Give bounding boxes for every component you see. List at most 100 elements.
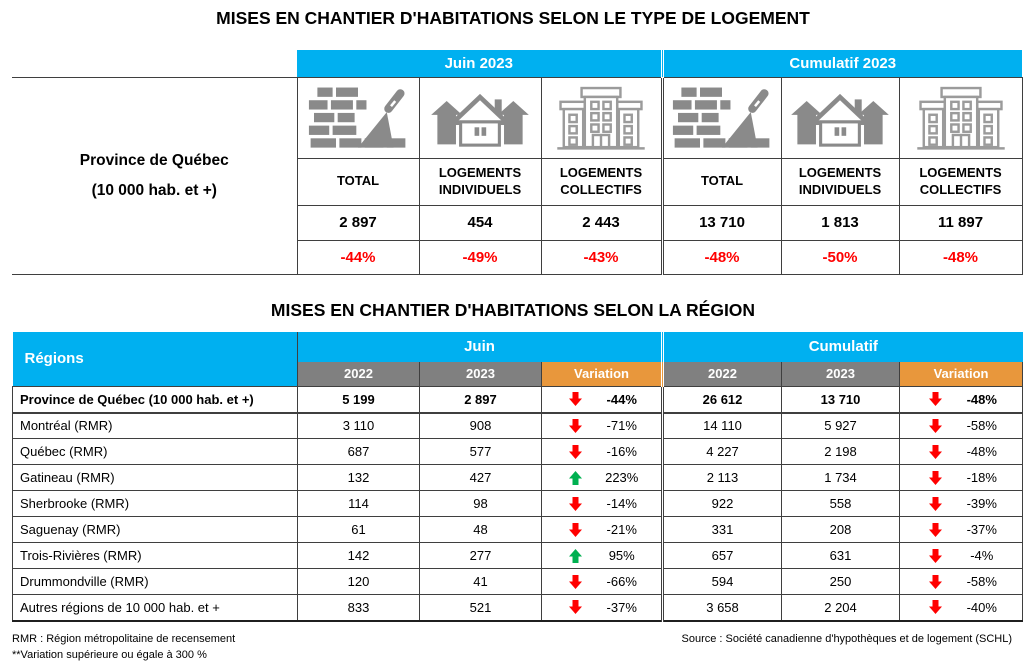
juin-variation-cell: 95%: [540, 542, 664, 569]
cum-variation-cell: -40%: [899, 594, 1024, 622]
variation: -21%: [542, 517, 661, 542]
subheader-cum-2023: 2023: [781, 361, 901, 387]
region-name: Trois-Rivières (RMR): [12, 542, 298, 569]
trend-down-arrow-icon: [569, 444, 583, 459]
footnote-variation: **Variation supérieure ou égale à 300 %: [12, 648, 207, 661]
variation-value: -71%: [606, 418, 637, 434]
juin-variation-cell: -66%: [540, 568, 664, 595]
group-header-juin-2023: Juin 2023: [297, 50, 663, 77]
juin-variation-cell: -21%: [540, 516, 664, 543]
cum-2023-value: 558: [781, 490, 901, 517]
cum-2022-value: 657: [661, 542, 783, 569]
region-row: Drummondville (RMR) 120 41 -66% 594 250 …: [12, 568, 1024, 595]
cum-variation-cell: -58%: [899, 412, 1024, 439]
juin-variation-cell: 223%: [540, 464, 664, 491]
variation-value: -58%: [966, 574, 997, 589]
variation-value: -39%: [966, 496, 997, 511]
juin-2022-value: 5 199: [297, 386, 420, 414]
juin-variation-cell: -37%: [540, 594, 664, 622]
housing-starts-by-type-table: Juin 2023 Cumulatif 2023 Province de Qué…: [12, 50, 1023, 275]
province-label-line2: (10 000 hab. et +): [91, 181, 217, 199]
variation: -16%: [542, 439, 661, 464]
juin-2022-value: 687: [297, 438, 420, 465]
cum-variation-cell: -18%: [899, 464, 1024, 491]
variation: -44%: [542, 387, 661, 412]
cum-2023-value: 5 927: [781, 412, 901, 439]
variation-value: -50%: [780, 239, 900, 275]
variation-value: -44%: [296, 239, 420, 275]
trend-down-arrow-icon: [928, 496, 942, 511]
juin-2023-value: 41: [419, 568, 542, 595]
subheader-juin-2022: 2022: [297, 361, 420, 387]
juin-2022-value: 61: [297, 516, 420, 543]
juin-2022-value: 114: [297, 490, 420, 517]
type-column-label: TOTAL: [660, 157, 782, 206]
province-label-cell: Province de Québec (10 000 hab. et +): [12, 76, 297, 275]
region-row: Québec (RMR) 687 577 -16% 4 227 2 198 -4…: [12, 438, 1024, 465]
juin-2023-value: 908: [419, 412, 542, 439]
trend-down-arrow-icon: [928, 470, 942, 485]
region-name: Province de Québec (10 000 hab. et +): [12, 386, 298, 414]
type-column-label: LOGEMENTS COLLECTIFS: [540, 157, 663, 206]
starts-value: 454: [418, 204, 542, 241]
subheader-cum-2022: 2022: [661, 361, 783, 387]
starts-value: 13 710: [660, 204, 782, 241]
cum-2023-value: 13 710: [781, 386, 901, 414]
footer: RMR : Région métropolitaine de recenseme…: [12, 631, 1014, 663]
cum-2022-value: 14 110: [661, 412, 783, 439]
juin-2023-value: 48: [419, 516, 542, 543]
region-name: Montréal (RMR): [12, 412, 298, 439]
trend-down-arrow-icon: [569, 522, 583, 537]
cum-2022-value: 331: [661, 516, 783, 543]
variation: -48%: [900, 439, 1022, 464]
variation: -58%: [900, 569, 1022, 594]
variation-value: -21%: [606, 522, 637, 537]
variation: 223%: [542, 465, 661, 490]
cum-2023-value: 250: [781, 568, 901, 595]
trend-down-arrow-icon: [928, 444, 942, 459]
variation-value: -48%: [898, 239, 1023, 275]
variation: -39%: [900, 491, 1022, 516]
cum-2023-value: 2 198: [781, 438, 901, 465]
trend-down-arrow-icon: [928, 600, 942, 615]
variation: -37%: [542, 595, 661, 620]
province-label-line1: Province de Québec: [79, 152, 229, 170]
cum-variation-cell: -58%: [899, 568, 1024, 595]
region-name: Québec (RMR): [12, 438, 298, 465]
variation: 95%: [542, 543, 661, 568]
variation: -48%: [900, 387, 1022, 412]
variation-value: -66%: [606, 574, 637, 589]
starts-value: 2 443: [540, 204, 663, 241]
variation: -14%: [542, 491, 661, 516]
region-row: Saguenay (RMR) 61 48 -21% 331 208 -37%: [12, 516, 1024, 543]
variation: -58%: [900, 414, 1022, 439]
cum-2023-value: 208: [781, 516, 901, 543]
subheader-juin-2023: 2023: [419, 361, 542, 387]
juin-variation-cell: -71%: [540, 412, 664, 439]
region-row: Gatineau (RMR) 132 427 223% 2 113 1 734 …: [12, 464, 1024, 491]
type-column-label: LOGEMENTS INDIVIDUELS: [418, 157, 542, 206]
juin-2023-value: 577: [419, 438, 542, 465]
cum-2022-value: 4 227: [661, 438, 783, 465]
variation-value: -43%: [540, 239, 663, 275]
variation-value: -58%: [966, 418, 997, 434]
trend-down-arrow-icon: [928, 548, 942, 563]
region-name: Saguenay (RMR): [12, 516, 298, 543]
variation-value: -14%: [606, 496, 637, 511]
trend-down-arrow-icon: [569, 418, 583, 433]
variation: -66%: [542, 569, 661, 594]
trend-down-arrow-icon: [569, 574, 583, 589]
juin-2022-value: 142: [297, 542, 420, 569]
juin-2023-value: 277: [419, 542, 542, 569]
variation: -71%: [542, 414, 661, 439]
cum-2023-value: 1 734: [781, 464, 901, 491]
region-row: Province de Québec (10 000 hab. et +) 5 …: [12, 386, 1024, 414]
footnote-rmr: RMR : Région métropolitaine de recenseme…: [12, 632, 236, 645]
juin-2023-value: 427: [419, 464, 542, 491]
variation: -4%: [900, 543, 1022, 568]
starts-value: 2 897: [296, 204, 420, 241]
cum-2022-value: 2 113: [661, 464, 783, 491]
juin-2023-value: 98: [419, 490, 542, 517]
trend-up-arrow-icon: [569, 548, 583, 563]
region-name: Sherbrooke (RMR): [12, 490, 298, 517]
